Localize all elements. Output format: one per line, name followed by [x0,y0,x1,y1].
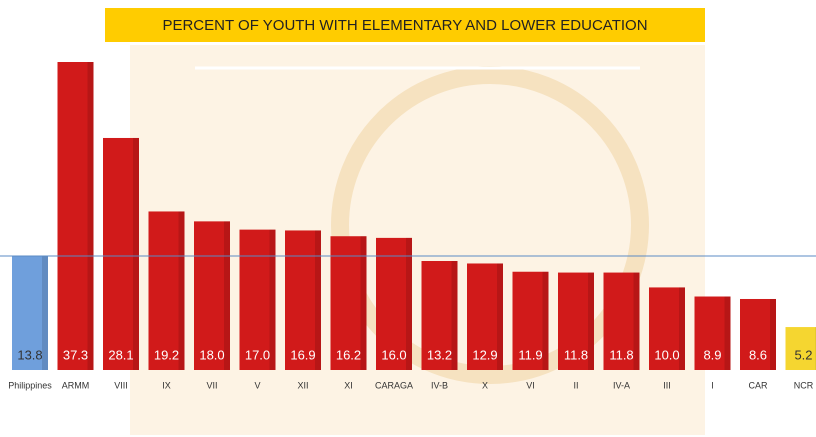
value-label: 11.8 [564,347,588,362]
bar-shade [270,230,276,370]
bar-shade [42,256,48,370]
x-tick-label: VIII [114,380,128,390]
value-label: 19.2 [154,347,179,362]
value-label: 16.0 [381,347,406,362]
x-tick-label: I [711,380,714,390]
value-label: 8.6 [749,347,767,362]
x-tick-label: IV-B [431,380,448,390]
value-label: 13.8 [17,347,42,362]
bar-shade [224,221,230,370]
bar-shade [315,230,321,370]
x-tick-label: CARAGA [375,380,413,390]
value-label: 16.2 [336,347,361,362]
bar-shade [452,261,458,370]
value-label: 11.8 [609,347,633,362]
value-label: 5.2 [794,347,812,362]
value-label: 13.2 [427,347,452,362]
x-tick-label: Philippines [8,380,52,390]
x-tick-label: III [663,380,671,390]
x-tick-label: NCR [794,380,814,390]
x-tick-label: X [482,380,488,390]
x-tick-label: VI [526,380,535,390]
value-label: 12.9 [472,347,497,362]
value-label: 37.3 [63,347,88,362]
bar-shade [543,272,549,370]
value-label: 16.9 [290,347,315,362]
value-label: 28.1 [108,347,133,362]
value-label: 10.0 [654,347,679,362]
bar-shade [770,299,776,370]
value-label: 8.9 [703,347,721,362]
bar-shade [133,138,139,370]
bar-shade [497,263,503,370]
x-tick-label: IV-A [613,380,630,390]
chart: PERCENT OF YOUTH WITH ELEMENTARY AND LOW… [0,0,816,437]
bar-shade [406,238,412,370]
x-tick-label: ARMM [62,380,90,390]
bar-shade [679,287,685,370]
value-label: 17.0 [245,347,270,362]
x-tick-label: VII [206,380,217,390]
value-label: 18.0 [199,347,224,362]
bar-shade [588,273,594,370]
x-tick-label: II [573,380,578,390]
chart-title: PERCENT OF YOUTH WITH ELEMENTARY AND LOW… [162,17,647,34]
value-label: 11.9 [518,347,542,362]
x-tick-label: XI [344,380,353,390]
bar-shade [179,211,185,370]
bar-shade [634,273,640,370]
x-tick-label: CAR [748,380,768,390]
x-tick-label: XII [297,380,308,390]
bar-shade [725,297,731,370]
bar-shade [88,62,94,370]
x-tick-label: IX [162,380,171,390]
x-tick-label: V [254,380,260,390]
